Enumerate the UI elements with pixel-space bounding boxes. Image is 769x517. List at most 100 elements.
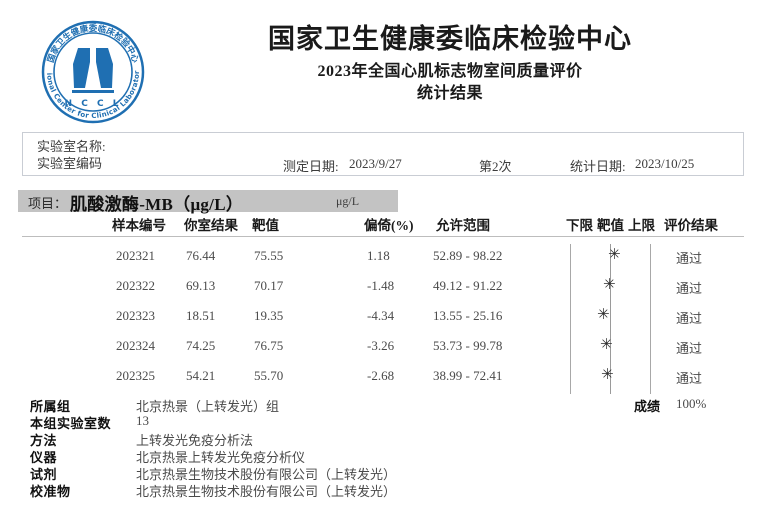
cell-allowed-range: 38.99 - 72.41 <box>433 368 503 383</box>
header-lower-limit: 下限 <box>566 218 593 233</box>
header-target-line: 靶值 <box>597 218 624 233</box>
cell-allowed-range: 13.55 - 25.16 <box>433 308 503 323</box>
stat-date-value: 2023/10/25 <box>635 156 695 171</box>
bias-plot-cell: ✳ <box>562 304 662 334</box>
target-line <box>610 274 611 304</box>
upper-limit-line <box>650 364 651 394</box>
cell-target: 75.55 <box>254 248 284 263</box>
footer-row: 试剂 北京热景生物技术股份有限公司（上转发光） <box>0 464 769 482</box>
score-label: 成绩 <box>634 399 661 414</box>
bias-plot-cell: ✳ <box>562 274 662 304</box>
lower-limit-line <box>570 364 571 394</box>
lower-limit-line <box>570 334 571 364</box>
cell-target: 19.35 <box>254 308 284 323</box>
cell-allowed-range: 49.12 - 91.22 <box>433 278 503 293</box>
project-name: 肌酸激酶-MB（μg/L） <box>70 195 244 214</box>
cell-evaluation: 通过 <box>676 281 703 296</box>
cell-your-result: 18.51 <box>186 308 216 323</box>
bias-plot-cell: ✳ <box>562 244 662 274</box>
header-divider <box>22 236 744 237</box>
cell-sample-id: 202322 <box>116 278 155 293</box>
footer-value: 北京热景上转发光免疫分析仪 <box>136 450 306 465</box>
table-row: 202325 54.21 55.70 -2.68 38.99 - 72.41 ✳ 通过 <box>0 364 769 394</box>
bias-marker: ✳ <box>601 365 614 383</box>
header-range: 允许范围 <box>436 218 490 233</box>
cell-evaluation: 通过 <box>676 311 703 326</box>
cell-sample-id: 202321 <box>116 248 155 263</box>
page-header: 国家卫生健康委临床检验中心 National Center for Clinic… <box>0 0 769 125</box>
header-evaluation: 评价结果 <box>664 218 718 233</box>
upper-limit-line <box>650 304 651 334</box>
footer-value: 上转发光免疫分析法 <box>136 433 254 448</box>
bias-plot-cell: ✳ <box>562 334 662 364</box>
footer-label: 方法 <box>30 433 58 448</box>
table-row: 202323 18.51 19.35 -4.34 13.55 - 25.16 ✳ 通过 <box>0 304 769 334</box>
project-band: 项目： 肌酸激酶-MB（μg/L） μg/L <box>18 190 398 214</box>
project-label: 项目： <box>28 196 68 211</box>
page-subtitle-1: 2023年全国心肌标志物室间质量评价 <box>317 63 583 80</box>
cell-bias: -2.68 <box>367 368 395 383</box>
cell-bias: 1.18 <box>367 248 390 263</box>
cell-allowed-range: 52.89 - 98.22 <box>433 248 503 263</box>
cell-evaluation: 通过 <box>676 341 703 356</box>
lower-limit-line <box>570 274 571 304</box>
bias-marker: ✳ <box>597 305 610 323</box>
footer-row: 仪器 北京热景上转发光免疫分析仪 <box>0 447 769 465</box>
info-dates: 测定日期: 2023/9/27 第2次 统计日期: 2023/10/25 <box>273 156 733 174</box>
cell-bias: -1.48 <box>367 278 395 293</box>
bias-marker: ✳ <box>600 335 613 353</box>
cell-your-result: 54.21 <box>186 368 216 383</box>
page-subtitle-2: 统计结果 <box>416 85 483 102</box>
footer-value: 北京热景（上转发光）组 <box>136 399 280 414</box>
target-line <box>610 334 611 364</box>
target-line <box>610 304 611 334</box>
cell-allowed-range: 53.73 - 99.78 <box>433 338 503 353</box>
page-title: 国家卫生健康委临床检验中心 <box>268 24 632 54</box>
footer-label: 试剂 <box>30 467 58 482</box>
cell-your-result: 74.25 <box>186 338 216 353</box>
footer-label: 所属组 <box>30 399 71 414</box>
table-row: 202322 69.13 70.17 -1.48 49.12 - 91.22 ✳ 通过 <box>0 274 769 304</box>
upper-limit-line <box>650 334 651 364</box>
nccl-logo: 国家卫生健康委临床检验中心 National Center for Clinic… <box>31 8 152 126</box>
lower-limit-line <box>570 244 571 274</box>
cell-sample-id: 202324 <box>116 338 155 353</box>
lab-code-label: 实验室编码 <box>37 156 103 171</box>
header-bias: 偏倚(%) <box>364 218 414 233</box>
project-unit: μg/L <box>336 194 360 208</box>
header-upper-limit: 上限 <box>628 218 655 233</box>
header-target: 靶值 <box>252 218 279 233</box>
stat-date-label: 统计日期: <box>570 159 626 174</box>
table-row: 202324 74.25 76.75 -3.26 53.73 - 99.78 ✳ 通过 <box>0 334 769 364</box>
lower-limit-line <box>570 304 571 334</box>
footer-value: 13 <box>136 413 149 428</box>
cell-target: 55.70 <box>254 368 284 383</box>
measure-date-value: 2023/9/27 <box>349 156 402 171</box>
upper-limit-line <box>650 244 651 274</box>
header-sample: 样本编号 <box>112 218 166 233</box>
bias-plot-cell: ✳ <box>562 364 662 394</box>
cell-your-result: 76.44 <box>186 248 216 263</box>
svg-text:N C C L: N C C L <box>65 99 122 109</box>
lab-info-bar: 实验室名称: 实验室编码 测定日期: 2023/9/27 第2次 统计日期: 2… <box>22 132 744 176</box>
bias-marker: ✳ <box>603 275 616 293</box>
lab-name-label: 实验室名称: <box>37 139 106 154</box>
batch-label: 第2次 <box>479 159 512 174</box>
page-footer: 所属组 北京热景（上转发光）组 本组实验室数 13 方法 上转发光免疫分析法 仪器 北京热景上… <box>0 396 769 506</box>
table-header-row: 样本编号 你室结果 靶值 偏倚(%) 允许范围 下限 靶值 上限 评价结果 <box>0 214 769 234</box>
cell-bias: -4.34 <box>367 308 395 323</box>
footer-label: 校准物 <box>30 484 71 499</box>
cell-sample-id: 202323 <box>116 308 155 323</box>
footer-row: 所属组 北京热景（上转发光）组 <box>0 396 769 414</box>
target-line <box>610 364 611 394</box>
header-your-result: 你室结果 <box>184 218 238 233</box>
score-value: 100% <box>676 396 707 411</box>
cell-bias: -3.26 <box>367 338 395 353</box>
cell-target: 76.75 <box>254 338 284 353</box>
target-line <box>610 244 611 274</box>
score-row: 成绩 100% <box>0 396 769 414</box>
results-table: 样本编号 你室结果 靶值 偏倚(%) 允许范围 下限 靶值 上限 评价结果 20… <box>0 214 769 394</box>
upper-limit-line <box>650 274 651 304</box>
bias-marker: ✳ <box>608 245 621 263</box>
footer-value: 北京热景生物技术股份有限公司（上转发光） <box>136 484 397 499</box>
